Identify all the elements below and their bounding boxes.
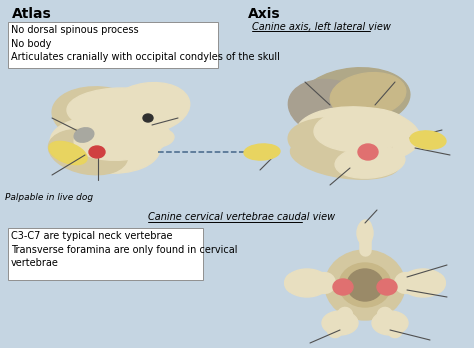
Ellipse shape: [333, 279, 353, 295]
Text: Canine axis, left lateral view: Canine axis, left lateral view: [252, 22, 391, 32]
Ellipse shape: [89, 146, 105, 158]
Ellipse shape: [300, 68, 410, 128]
Ellipse shape: [106, 82, 190, 133]
Ellipse shape: [50, 117, 160, 173]
Ellipse shape: [285, 269, 329, 297]
Ellipse shape: [142, 129, 174, 147]
Ellipse shape: [322, 311, 358, 335]
Ellipse shape: [291, 137, 400, 179]
FancyBboxPatch shape: [8, 228, 203, 280]
Text: Atlas: Atlas: [12, 7, 52, 21]
Ellipse shape: [52, 87, 148, 143]
Ellipse shape: [288, 118, 392, 166]
Ellipse shape: [401, 269, 445, 297]
Ellipse shape: [49, 141, 87, 165]
Text: Canine cervical vertebrae caudal view: Canine cervical vertebrae caudal view: [148, 212, 335, 222]
Ellipse shape: [357, 221, 373, 245]
Ellipse shape: [296, 107, 420, 163]
Ellipse shape: [48, 129, 128, 175]
Ellipse shape: [410, 131, 446, 149]
Ellipse shape: [330, 73, 406, 117]
Ellipse shape: [288, 79, 372, 136]
FancyBboxPatch shape: [8, 22, 218, 68]
Ellipse shape: [314, 108, 410, 152]
Ellipse shape: [335, 146, 405, 178]
Ellipse shape: [74, 116, 170, 160]
Text: Palpable in live dog: Palpable in live dog: [5, 193, 93, 202]
Ellipse shape: [74, 128, 94, 142]
Ellipse shape: [358, 144, 378, 160]
Text: No dorsal spinous process
No body
Articulates cranially with occipital condyles : No dorsal spinous process No body Articu…: [11, 25, 280, 62]
Ellipse shape: [244, 144, 280, 160]
Ellipse shape: [339, 263, 391, 307]
Text: C3-C7 are typical neck vertebrae
Transverse foramina are only found in cervical
: C3-C7 are typical neck vertebrae Transve…: [11, 231, 237, 268]
Ellipse shape: [67, 88, 177, 132]
Ellipse shape: [377, 279, 397, 295]
Ellipse shape: [372, 311, 408, 335]
Ellipse shape: [143, 114, 153, 122]
Ellipse shape: [325, 250, 405, 320]
Ellipse shape: [347, 269, 383, 301]
Text: Axis: Axis: [248, 7, 281, 21]
